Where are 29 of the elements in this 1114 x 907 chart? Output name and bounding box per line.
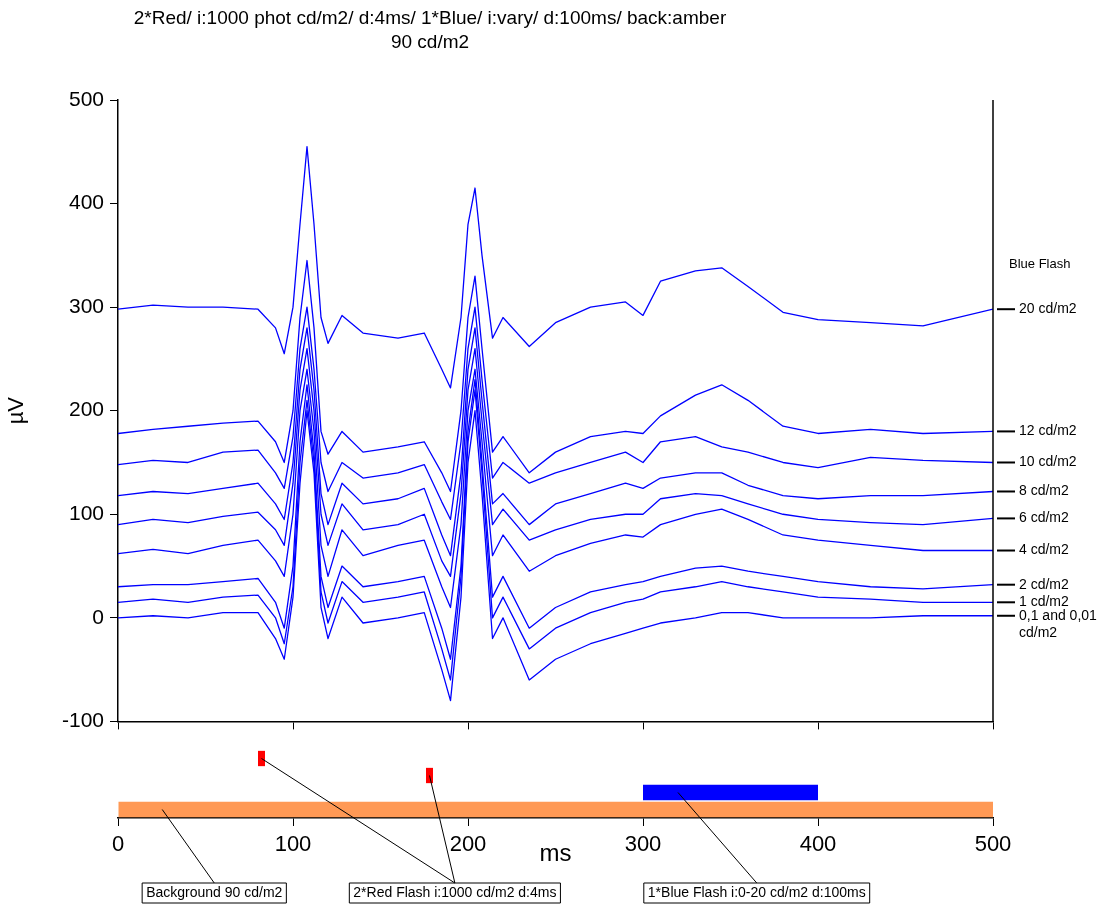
text: 1*Blue Flash i:0-20 cd/m2 d:100ms [647,883,866,900]
series-label: 4 cd/m2 [1019,541,1070,558]
text: 2*Red Flash i:1000 cd/m2 d:4ms [353,883,557,900]
y-tick-label: -100 [61,708,104,732]
series-label: 8 cd/m2 [1019,482,1070,499]
bar [643,784,818,801]
series-label: 10 cd/m2 [1019,453,1077,470]
chart-title: 2*Red/ i:1000 phot cd/m2/ d:4ms/ 1*Blue/ i:vary/ d:100ms/ back:amber 90 cd/m2 [132,6,728,54]
y-tick-label: 300 [68,293,104,317]
x-axis-title: ms [539,838,572,866]
series-label: 20 cd/m2 [1019,300,1077,317]
series-label: 12 cd/m2 [1019,422,1077,439]
bar [258,750,265,767]
x-tick-label: 200 [449,831,487,857]
x-tick-label: 400 [799,831,837,857]
y-tick-label: 400 [68,190,104,214]
y-tick-label: 500 [68,86,104,110]
series-label: 6 cd/m2 [1019,509,1070,526]
legend-title: Blue Flash [1009,255,1071,271]
y-axis-title: µV [3,396,29,425]
x-tick-label: 100 [274,831,312,857]
x-tick-label: 500 [974,831,1012,857]
series-label: 2 cd/m2 [1019,575,1070,592]
y-tick-label: 0 [92,604,104,628]
x-tick-label: 0 [111,831,125,857]
y-tick-label: 200 [68,397,104,421]
y-tick-label: 100 [68,501,104,525]
x-tick-label: 300 [624,831,662,857]
text: Background 90 cd/m2 [146,883,283,900]
